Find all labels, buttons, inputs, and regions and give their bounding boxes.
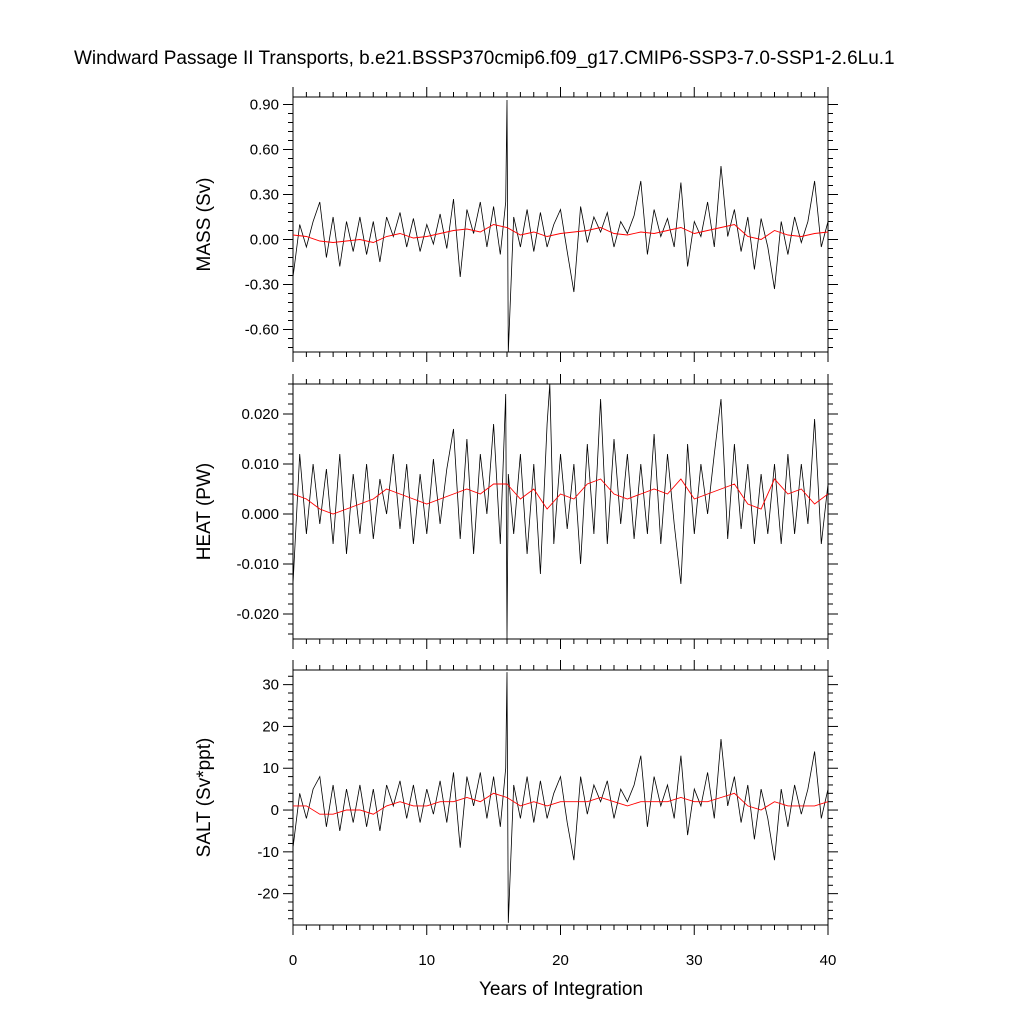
x-tick-label: 20 [552,952,569,969]
plot-frame [292,669,829,926]
y-tick-label: 20 [262,718,279,735]
y-tick-label: -0.010 [236,556,279,573]
series-line-smoothed [293,224,828,243]
y-tick-label: 0.000 [241,506,279,523]
x-tick-label: 0 [289,952,297,969]
y-tick-label: -10 [257,844,279,861]
y-tick-label: 0 [271,802,279,819]
y-tick-label: 0.00 [250,232,279,249]
y-tick-label: -0.60 [245,322,279,339]
plot-frame [292,96,829,353]
y-tick-label: 0.60 [250,142,279,159]
y-axis-label: HEAT (PW) [194,463,215,560]
y-tick-label: -0.020 [236,606,279,623]
series-line-smoothed [293,478,828,515]
y-axis-label: MASS (Sv) [194,178,215,272]
x-tick-label: 30 [686,952,703,969]
x-tick-label: 40 [820,952,837,969]
y-tick-label: 30 [262,677,279,694]
y-tick-label: -20 [257,886,279,903]
y-tick-label: 10 [262,760,279,777]
plot-frame [292,383,829,640]
y-axis-label: SALT (Sv*ppt) [194,738,215,858]
series-line-raw [293,672,828,923]
series-line-raw [293,99,828,352]
y-tick-label: 0.30 [250,187,279,204]
y-tick-label: 0.020 [241,406,279,423]
y-tick-label: -0.30 [245,277,279,294]
y-tick-label: 0.90 [250,97,279,114]
panel-1: -0.60 -0.30 0.00 0.30 0.60 0.90 MASS (Sv) [194,87,838,362]
series-line-raw [293,384,828,639]
x-axis-label: Years of Integration [479,979,643,1000]
x-tick-label: 10 [418,952,435,969]
chart-title: Windward Passage II Transports, b.e21.BS… [74,48,895,69]
panel-2: -0.020 -0.010 0.000 0.010 0.020 HEAT (PW) [194,374,838,649]
series-line-smoothed [293,792,828,815]
y-tick-label: 0.010 [241,456,279,473]
chart-panels: -0.60 -0.30 0.00 0.30 0.60 0.90 MASS (Sv) -0.02… [194,87,838,969]
panel-3: -20 -10 0 10 20 30 SALT (Sv*ppt) 0 10 20 30 40 [194,660,838,969]
